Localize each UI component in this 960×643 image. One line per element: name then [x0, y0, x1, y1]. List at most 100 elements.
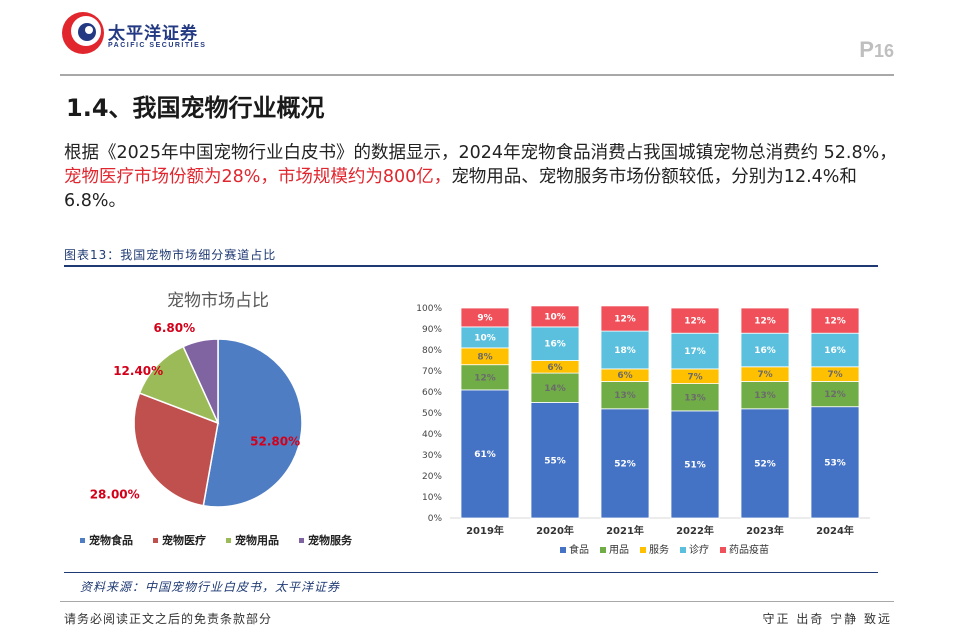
pie-slice-1 [133, 392, 219, 507]
bar-segment-0-4 [460, 307, 510, 328]
bar-value-label-3-3: 17% [684, 347, 706, 357]
bar-value-label-2-3: 18% [614, 346, 636, 356]
bar-legend-label-2: 服务 [649, 543, 669, 556]
x-tick-label-0: 2019年 [466, 524, 504, 537]
bar-value-label-4-0: 52% [754, 459, 776, 469]
pie-value-label-3: 6.80% [153, 321, 195, 335]
bar-value-label-5-2: 7% [827, 370, 842, 380]
bar-value-label-5-3: 16% [824, 346, 846, 356]
paragraph-text-1: 根据《2025年中国宠物行业白皮书》的数据显示，2024年宠物食品消费占我国城镇… [64, 143, 897, 163]
bar-segment-3-0 [670, 410, 720, 519]
y-tick-label-0: 0% [428, 514, 443, 524]
bar-segment-5-1 [810, 381, 860, 408]
bar-segment-5-0 [810, 406, 860, 519]
bar-segment-2-4 [600, 305, 650, 332]
pie-slice-0 [202, 338, 303, 508]
bar-segment-5-4 [810, 307, 860, 334]
body-paragraph: 根据《2025年中国宠物行业白皮书》的数据显示，2024年宠物食品消费占我国城镇… [64, 141, 904, 213]
bar-value-label-5-1: 12% [824, 390, 846, 400]
bar-segment-1-0 [530, 402, 580, 519]
x-tick-label-4: 2023年 [746, 524, 784, 537]
bar-value-label-0-3: 10% [474, 333, 496, 343]
bar-segment-0-1 [460, 364, 510, 391]
pie-legend-label-2: 宠物用品 [235, 533, 279, 547]
bar-legend-swatch-0 [560, 547, 566, 553]
bar-value-label-1-4: 10% [544, 312, 566, 322]
bar-value-label-0-1: 12% [474, 373, 496, 383]
bar-value-label-2-2: 6% [617, 371, 632, 381]
pie-legend-swatch-1 [153, 538, 158, 543]
bar-value-label-4-4: 12% [754, 317, 776, 327]
pie-legend-swatch-2 [226, 538, 231, 543]
y-tick-label-9: 90% [422, 325, 442, 335]
pie-value-label-2: 12.40% [113, 364, 163, 378]
bar-value-label-3-4: 12% [684, 317, 706, 327]
page-number: P16 [859, 37, 894, 63]
figure-bottom-divider [64, 572, 878, 573]
bar-legend-swatch-2 [640, 547, 646, 553]
bar-value-label-3-2: 7% [687, 372, 702, 382]
bar-value-label-0-0: 61% [474, 450, 496, 460]
pie-slice-2 [138, 345, 220, 425]
y-tick-label-8: 80% [422, 346, 442, 356]
page-number-value: 16 [873, 41, 894, 61]
bar-value-label-2-1: 13% [614, 391, 636, 401]
bar-segment-3-4 [670, 307, 720, 334]
y-tick-label-3: 30% [422, 451, 442, 461]
footer-disclaimer: 请务必阅读正文之后的免责条款部分 [64, 612, 273, 626]
bar-segment-4-3 [740, 332, 790, 368]
bar-value-label-1-1: 14% [544, 384, 566, 394]
bar-segment-3-3 [670, 332, 720, 370]
pie-title: 宠物市场占比 [167, 291, 269, 311]
bar-value-label-5-0: 53% [824, 458, 846, 468]
footer-motto: 守正 出奇 宁静 致远 [762, 612, 892, 626]
bar-legend-swatch-3 [680, 547, 686, 553]
pie-chart: 宠物市场占比 52.80% 28.00% 12.40% 6.80% 宠物食品 宠物医疗 宠物用… [80, 291, 353, 547]
footer-divider [60, 601, 894, 602]
brand-name-en: PACIFIC SECURITIES [108, 42, 207, 49]
bar-legend-swatch-1 [600, 547, 606, 553]
x-tick-label-1: 2020年 [536, 524, 574, 537]
bar-value-label-3-0: 51% [684, 460, 706, 470]
figure-source: 资料来源：中国宠物行业白皮书，太平洋证券 [80, 580, 341, 594]
bar-segment-5-3 [810, 332, 860, 368]
paragraph-highlight: 宠物医疗市场份额为28%，市场规模约为800亿， [64, 167, 452, 187]
y-tick-label-10: 100% [416, 304, 442, 314]
bar-value-label-1-0: 55% [544, 456, 566, 466]
bar-legend-label-4: 药品疫苗 [729, 543, 769, 556]
bar-legend-swatch-4 [720, 547, 726, 553]
x-tick-label-2: 2021年 [606, 524, 644, 537]
bar-value-label-4-3: 16% [754, 346, 776, 356]
pie-legend-swatch-0 [80, 538, 85, 543]
bar-legend-label-3: 诊疗 [689, 543, 709, 556]
bar-value-label-0-2: 8% [477, 352, 492, 362]
brand-name-cn: 太平洋证券 [108, 24, 198, 44]
x-tick-label-5: 2024年 [816, 524, 854, 537]
y-tick-label-4: 40% [422, 430, 442, 440]
bar-value-label-2-4: 12% [614, 315, 636, 325]
bar-value-label-1-3: 16% [544, 340, 566, 350]
bar-value-label-3-1: 13% [684, 393, 706, 403]
bar-legend-label-1: 用品 [609, 544, 629, 556]
bar-legend-label-0: 食品 [569, 543, 589, 556]
bar-value-label-0-4: 9% [477, 313, 492, 323]
bar-value-label-5-4: 12% [824, 317, 846, 327]
header-divider [60, 74, 894, 76]
bar-segment-4-0 [740, 408, 790, 519]
page-number-prefix: P [859, 37, 874, 62]
paragraph-text-2: 宠物用品、宠物服务市场份额较低，分别为12.4%和6.8%。 [64, 167, 857, 211]
bar-segment-4-4 [740, 307, 790, 334]
bar-value-label-1-2: 6% [547, 363, 562, 373]
bar-value-label-4-2: 7% [757, 370, 772, 380]
x-tick-label-3: 2022年 [676, 524, 714, 537]
bar-segment-2-1 [600, 381, 650, 410]
pie-legend-label-0: 宠物食品 [89, 533, 133, 547]
pie-legend-label-1: 宠物医疗 [162, 533, 206, 547]
figure-top-divider [64, 265, 878, 267]
pacific-securities-logo-icon [62, 12, 104, 54]
pie-value-label-0: 52.80% [250, 434, 300, 448]
section-title: 1.4、我国宠物行业概况 [66, 94, 325, 122]
y-tick-label-7: 70% [422, 367, 442, 377]
y-tick-label-5: 50% [422, 409, 442, 419]
y-tick-label-2: 20% [422, 472, 442, 482]
